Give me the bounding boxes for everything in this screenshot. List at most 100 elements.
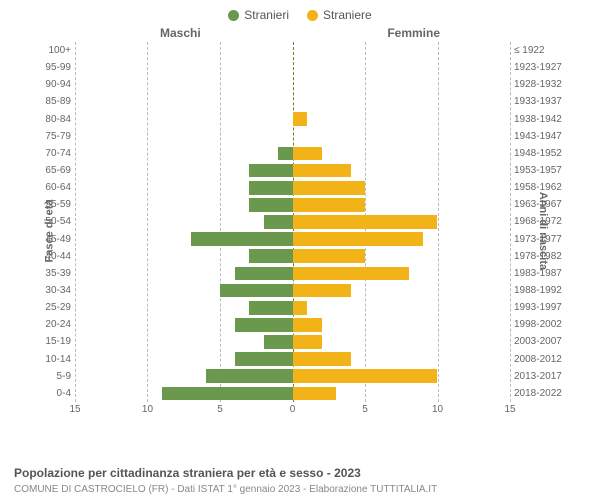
male-bar: [220, 284, 292, 298]
male-half: [75, 301, 293, 315]
chart-caption: Popolazione per cittadinanza straniera p…: [14, 466, 361, 480]
female-half: [293, 318, 511, 332]
age-label: 5-9: [31, 371, 71, 382]
birth-year-label: 1993-1997: [514, 302, 576, 313]
female-half: [293, 284, 511, 298]
age-label: 95-99: [31, 62, 71, 73]
female-half: [293, 387, 511, 401]
age-row: 40-441978-1982: [75, 248, 510, 265]
age-label: 55-59: [31, 199, 71, 210]
female-half: [293, 181, 511, 195]
legend-swatch-female: [307, 10, 318, 21]
age-row: 95-991923-1927: [75, 59, 510, 76]
male-bar: [249, 249, 293, 263]
male-half: [75, 44, 293, 58]
birth-year-label: 1968-1972: [514, 216, 576, 227]
age-label: 25-29: [31, 302, 71, 313]
male-half: [75, 164, 293, 178]
female-bar: [293, 215, 438, 229]
x-tick: 15: [69, 404, 80, 415]
age-row: 90-941928-1932: [75, 76, 510, 93]
legend-swatch-male: [228, 10, 239, 21]
birth-year-label: 1928-1932: [514, 79, 576, 90]
male-half: [75, 318, 293, 332]
chart-area: Maschi Femmine Fasce di età Anni di nasc…: [20, 26, 580, 436]
female-half: [293, 164, 511, 178]
birth-year-label: 1943-1947: [514, 131, 576, 142]
side-title-right: Femmine: [387, 26, 440, 40]
plot: 100+≤ 192295-991923-192790-941928-193285…: [75, 42, 510, 402]
male-half: [75, 112, 293, 126]
male-half: [75, 387, 293, 401]
grid-line: [510, 42, 511, 402]
age-label: 20-24: [31, 319, 71, 330]
age-label: 70-74: [31, 148, 71, 159]
x-tick: 10: [432, 404, 443, 415]
male-bar: [162, 387, 293, 401]
birth-year-label: 2003-2007: [514, 336, 576, 347]
male-half: [75, 352, 293, 366]
female-bar: [293, 164, 351, 178]
male-half: [75, 215, 293, 229]
rows-container: 100+≤ 192295-991923-192790-941928-193285…: [75, 42, 510, 402]
legend: Stranieri Straniere: [0, 0, 600, 26]
age-row: 75-791943-1947: [75, 128, 510, 145]
legend-item-female: Straniere: [307, 8, 372, 22]
male-half: [75, 198, 293, 212]
age-row: 0-42018-2022: [75, 385, 510, 402]
x-axis: 15105051015: [75, 404, 510, 420]
chart-subcaption: COMUNE DI CASTROCIELO (FR) - Dati ISTAT …: [14, 484, 437, 495]
male-half: [75, 95, 293, 109]
male-half: [75, 181, 293, 195]
age-label: 40-44: [31, 251, 71, 262]
female-half: [293, 198, 511, 212]
female-bar: [293, 318, 322, 332]
birth-year-label: ≤ 1922: [514, 45, 576, 56]
birth-year-label: 1923-1927: [514, 62, 576, 73]
male-half: [75, 284, 293, 298]
age-row: 80-841938-1942: [75, 111, 510, 128]
female-bar: [293, 267, 409, 281]
birth-year-label: 1978-1982: [514, 251, 576, 262]
age-label: 45-49: [31, 234, 71, 245]
male-bar: [235, 352, 293, 366]
male-half: [75, 335, 293, 349]
male-half: [75, 61, 293, 75]
female-half: [293, 249, 511, 263]
female-bar: [293, 335, 322, 349]
age-label: 35-39: [31, 268, 71, 279]
side-title-left: Maschi: [160, 26, 201, 40]
birth-year-label: 1958-1962: [514, 182, 576, 193]
x-tick: 15: [504, 404, 515, 415]
male-half: [75, 267, 293, 281]
x-tick: 0: [290, 404, 296, 415]
age-row: 30-341988-1992: [75, 282, 510, 299]
female-half: [293, 369, 511, 383]
male-half: [75, 232, 293, 246]
female-half: [293, 335, 511, 349]
age-label: 30-34: [31, 285, 71, 296]
age-label: 0-4: [31, 388, 71, 399]
male-half: [75, 249, 293, 263]
age-row: 65-691953-1957: [75, 162, 510, 179]
birth-year-label: 1938-1942: [514, 114, 576, 125]
male-half: [75, 129, 293, 143]
age-label: 50-54: [31, 216, 71, 227]
female-bar: [293, 181, 365, 195]
male-half: [75, 78, 293, 92]
age-label: 90-94: [31, 79, 71, 90]
age-label: 100+: [31, 45, 71, 56]
female-half: [293, 352, 511, 366]
male-bar: [264, 215, 293, 229]
birth-year-label: 1983-1987: [514, 268, 576, 279]
male-bar: [235, 318, 293, 332]
birth-year-label: 1953-1957: [514, 165, 576, 176]
age-label: 60-64: [31, 182, 71, 193]
female-bar: [293, 198, 365, 212]
female-bar: [293, 249, 365, 263]
male-bar: [278, 147, 293, 161]
male-bar: [264, 335, 293, 349]
male-bar: [249, 301, 293, 315]
female-half: [293, 61, 511, 75]
male-half: [75, 147, 293, 161]
